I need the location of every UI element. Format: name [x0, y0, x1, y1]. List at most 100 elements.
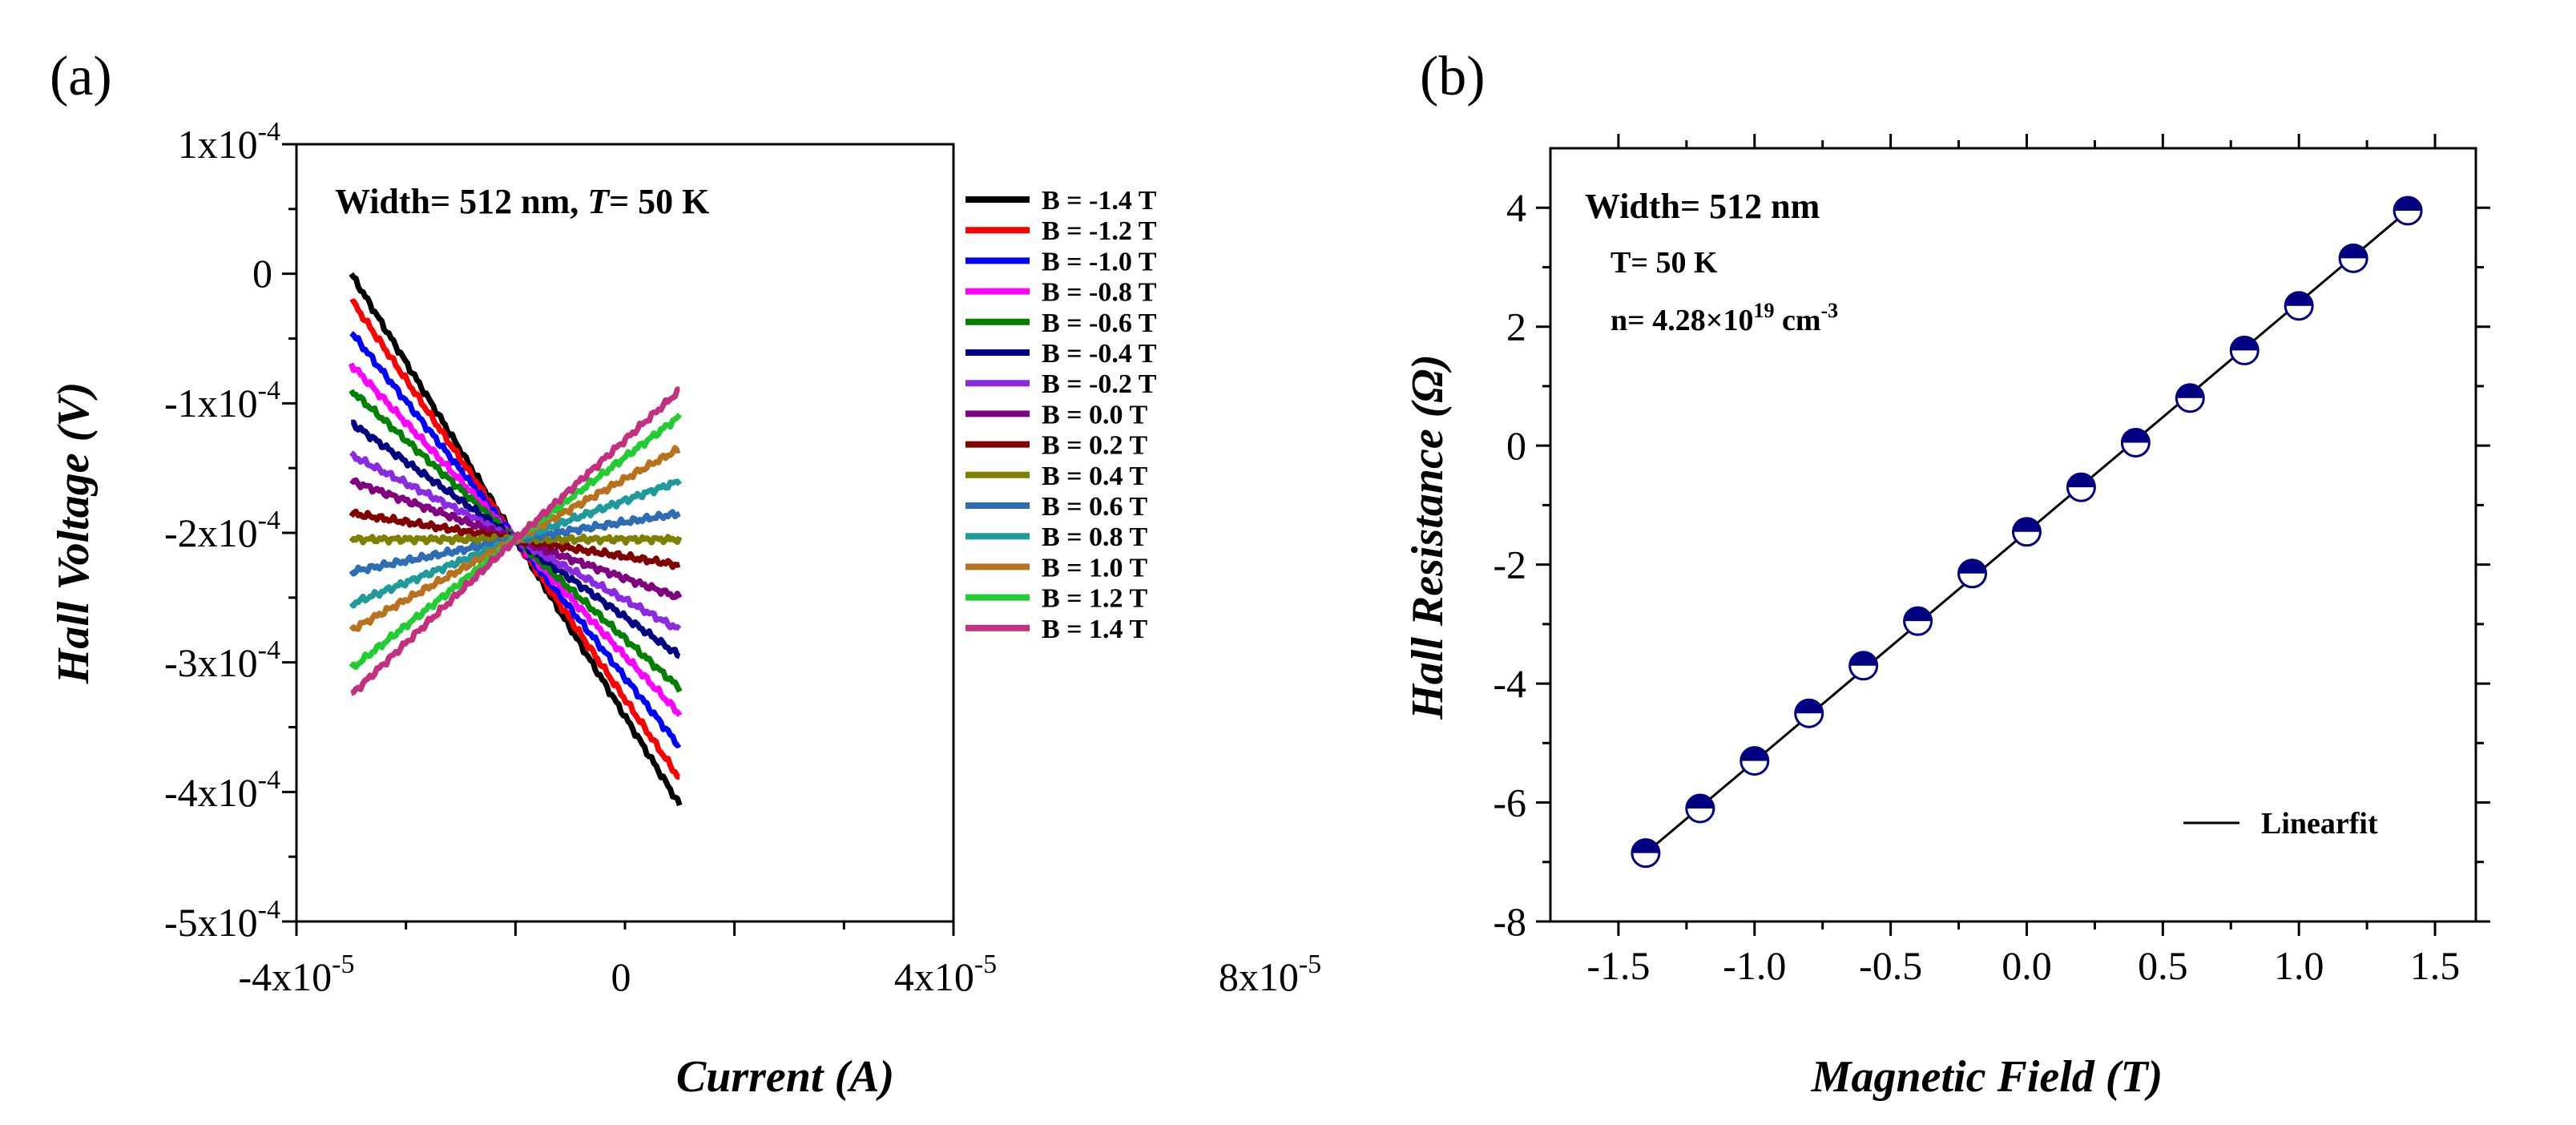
data-point-12 — [2284, 291, 2314, 321]
legend-label-9: B = 0.4 T — [1042, 462, 1147, 491]
data-point-3 — [1794, 698, 1824, 728]
legend-label-8: B = 0.2 T — [1042, 431, 1147, 461]
data-point-fill — [2231, 337, 2259, 351]
legend-label-6: B = -0.2 T — [1042, 369, 1157, 399]
panel-a-x-tick-labels: -4x10-5 0 4x10-5 8x10-5 — [239, 950, 1322, 999]
data-point-7 — [2011, 517, 2042, 547]
data-point-outline — [1848, 651, 1879, 681]
data-point-6 — [1957, 558, 1988, 589]
panel-b-data-points — [1631, 196, 2423, 869]
data-point-fill — [1740, 747, 1768, 761]
data-point-9 — [2120, 427, 2151, 458]
series-line-14 — [350, 386, 680, 696]
data-point-fill — [2176, 384, 2204, 398]
x-tick-label: 0.5 — [2138, 943, 2188, 988]
data-point-5 — [1903, 606, 1933, 636]
legend-label-3: B = -0.8 T — [1042, 278, 1157, 308]
data-point-outline — [1957, 558, 1988, 589]
panel-b-plot-frame — [1549, 147, 2477, 923]
panel-b-tick-marks — [1536, 134, 2490, 936]
data-point-outline — [2338, 243, 2368, 273]
panel-b-annotation-temp: T= 50 K — [1611, 246, 1718, 280]
data-point-14 — [2393, 196, 2423, 226]
data-point-outline — [2284, 291, 2314, 321]
y-tick-label: -8 — [1493, 899, 1526, 944]
x-tick-label: 8x10-5 — [1219, 950, 1321, 999]
x-tick-label: 0 — [611, 954, 631, 999]
x-tick-label: -1.0 — [1723, 943, 1786, 988]
data-point-fill — [2013, 518, 2041, 532]
data-point-8 — [2066, 472, 2096, 502]
data-point-1 — [1685, 793, 1715, 824]
data-point-11 — [2229, 335, 2260, 365]
x-tick-label: 0.0 — [2002, 943, 2052, 988]
panel-b-hall-resistance-chart: (b) -1.5 -1.0 -0.5 0.0 0.5 1.0 1.5420-2-4-6-8 … — [1403, 46, 2490, 1102]
data-point-outline — [1740, 746, 1770, 776]
panel-b-label: (b) — [1420, 46, 1486, 107]
panel-a-annotation: Width= 512 nm, T= 50 K — [335, 182, 709, 221]
data-point-outline — [2011, 517, 2042, 547]
panel-a-hall-voltage-chart: (a) 1x10-4 0 -1x10-4 -2x10-4 -3x10-4 -4x… — [49, 46, 1321, 1102]
y-tick-label: 2 — [1506, 304, 1526, 349]
data-point-outline — [2229, 335, 2260, 365]
y-tick-label: -5x10-4 — [164, 895, 280, 945]
panel-b-legend-label: Linearfit — [2261, 807, 2378, 841]
y-tick-label: -6 — [1493, 780, 1526, 825]
data-point-outline — [2120, 427, 2151, 458]
panel-a-tick-marks — [282, 143, 955, 936]
panel-b-x-axis-title: Magnetic Field (T) — [1811, 1052, 2163, 1102]
legend-label-0: B = -1.4 T — [1042, 186, 1157, 216]
panel-b-annotation-width: Width= 512 nm — [1585, 187, 1820, 226]
data-point-outline — [2066, 472, 2096, 502]
y-tick-label: -4x10-4 — [164, 765, 280, 815]
data-point-fill — [2285, 292, 2313, 306]
panel-a-series-lines — [349, 272, 683, 807]
data-point-fill — [2340, 244, 2368, 259]
data-point-outline — [2175, 383, 2205, 413]
panel-a-legend: B = -1.4 TB = -1.2 TB = -1.0 TB = -0.8 T… — [965, 186, 1157, 644]
data-point-fill — [1686, 794, 1714, 808]
legend-label-7: B = 0.0 T — [1042, 400, 1147, 429]
y-tick-label: -2 — [1493, 542, 1526, 587]
y-tick-label: 0 — [1506, 423, 1526, 468]
data-point-fill — [1849, 651, 1877, 666]
panel-a-y-axis-title: Hall Voltage (V) — [49, 382, 99, 684]
data-point-outline — [2393, 196, 2423, 226]
legend-label-10: B = 0.6 T — [1042, 492, 1147, 522]
legend-label-13: B = 1.2 T — [1042, 584, 1147, 614]
data-point-0 — [1631, 838, 1661, 869]
legend-label-1: B = -1.2 T — [1042, 216, 1157, 246]
data-point-fill — [1795, 700, 1823, 714]
data-point-fill — [2122, 429, 2150, 443]
panel-a-y-tick-labels: 1x10-4 0 -1x10-4 -2x10-4 -3x10-4 -4x10-4… — [164, 117, 280, 945]
panel-a-label: (a) — [50, 46, 112, 107]
data-point-fill — [1958, 559, 1986, 574]
data-point-outline — [1794, 698, 1824, 728]
y-tick-label: 1x10-4 — [178, 117, 280, 167]
x-tick-label: -4x10-5 — [239, 950, 355, 999]
panel-a-x-axis-title: Current (A) — [676, 1052, 894, 1102]
y-tick-label: -2x10-4 — [164, 506, 280, 555]
data-point-fill — [1631, 839, 1659, 853]
y-tick-label: -1x10-4 — [164, 376, 280, 425]
y-tick-label: -3x10-4 — [164, 635, 280, 685]
panel-a-plot-frame — [295, 143, 955, 923]
legend-label-12: B = 1.0 T — [1042, 553, 1147, 583]
panel-b-y-axis-title: Hall Resistance (Ω) — [1403, 354, 1453, 720]
data-point-fill — [2394, 196, 2422, 211]
y-tick-label: -4 — [1493, 661, 1526, 706]
panel-b-tick-labels: -1.5 -1.0 -0.5 0.0 0.5 1.0 1.5 4 2 0 -2 -4 -6 -8 — [1493, 185, 2460, 988]
x-tick-label: 1.0 — [2274, 943, 2324, 988]
data-point-fill — [1904, 607, 1932, 622]
data-point-outline — [1685, 793, 1715, 824]
x-tick-label: -1.5 — [1586, 943, 1650, 988]
legend-label-11: B = 0.8 T — [1042, 522, 1147, 552]
data-point-4 — [1848, 651, 1879, 681]
x-tick-label: 1.5 — [2410, 943, 2461, 988]
x-tick-label: -0.5 — [1859, 943, 1922, 988]
data-point-10 — [2175, 383, 2205, 413]
data-point-outline — [1631, 838, 1661, 869]
x-tick-label: 4x10-5 — [894, 950, 997, 999]
legend-label-5: B = -0.4 T — [1042, 339, 1157, 369]
